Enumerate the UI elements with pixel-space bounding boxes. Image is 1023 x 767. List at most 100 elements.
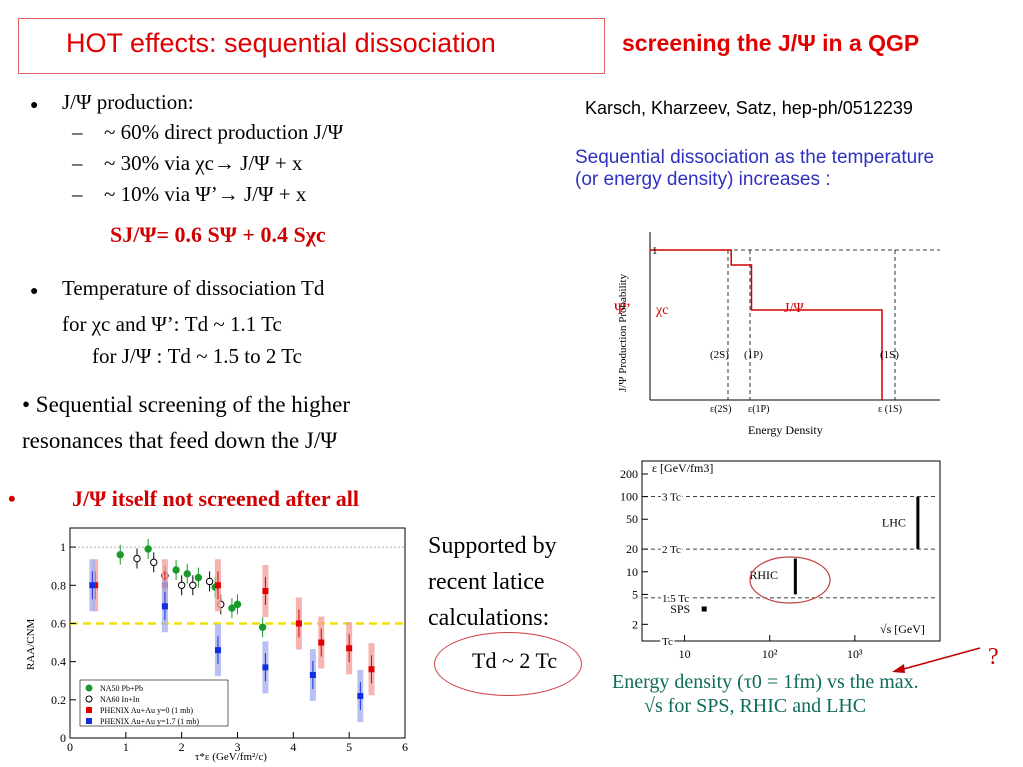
raa-chart: 0 1 2 3 4 5 6 0 0.2 0.4 0.6 0.8 1 NA50 Pb+Pb NA60 In+…: [20, 520, 410, 767]
energy-xtick-label-1: 10²: [762, 647, 778, 661]
raa-xtick-label-1: 1: [123, 740, 129, 754]
sequential-description: Sequential dissociation as the temperatu…: [575, 147, 935, 190]
dissociation-line-2: for χc and Ψ’: Td ~ 1.1 Tc: [62, 312, 282, 336]
production-head: J/Ψ production:: [62, 90, 194, 114]
prob-ylabel: J/Ψ Production Probability: [617, 273, 629, 392]
latice-line-1: Supported by: [428, 533, 557, 559]
td-value: Td ~ 2 Tc: [472, 648, 558, 673]
energy-note-line-2: √s for SPS, RHIC and LHC: [644, 695, 867, 717]
raa-ytick-label-3: 0.6: [51, 616, 66, 630]
rhic-label: RHIC: [749, 568, 778, 582]
raa-ytick-label-2: 0.4: [51, 655, 66, 669]
energy-density-chart: ε [GeV/fm3] 200 100 50 20 10 5 2 3 Tc 2 Tc 1.5 T…: [600, 455, 945, 665]
production-item-3: ~ 10% via Ψ’→ J/Ψ + x: [104, 182, 307, 206]
energy-threshold-label-0: 3 Tc: [662, 492, 681, 504]
latice-line-2: recent latice: [428, 569, 545, 595]
raa-point-s2-2: [214, 582, 221, 589]
survival-formula: SJ/Ψ= 0.6 SΨ + 0.4 Sχc: [110, 222, 326, 247]
td-ellipse: [434, 632, 582, 696]
lhc-label: LHC: [882, 516, 906, 530]
raa-point-s1-3: [177, 581, 186, 589]
raa-point-s1-0: [133, 554, 141, 563]
energy-ytick-label-0: 200: [620, 467, 638, 481]
raa-xlabel: τ*ε (GeV/fm²/c): [195, 751, 267, 763]
raa-legend-label-2: PHENIX Au+Au y=0 (1 mb): [100, 706, 193, 715]
prob-label-1p: (1P): [744, 349, 763, 361]
raa-point-s1-4: [189, 581, 197, 589]
prob-xtick-1s: ε (1S): [878, 404, 902, 415]
raa-point-s3-5: [357, 693, 364, 699]
raa-legend-marker-0: [85, 684, 93, 692]
not-screened-text: J/Ψ itself not screened after all: [72, 486, 359, 511]
latice-line-3: calculations:: [428, 605, 550, 631]
raa-point-s3-2: [214, 647, 221, 654]
production-item-1: ~ 60% direct production J/Ψ: [104, 120, 344, 144]
raa-point-s0-7: [233, 600, 242, 609]
energy-threshold-label-2: 1.5 Tc: [662, 593, 689, 605]
energy-ytick-label-4: 10: [626, 565, 638, 579]
prob-tick-one: 1: [652, 245, 658, 257]
raa-point-s3-0: [89, 582, 96, 589]
prob-label-psi-prime: Ψ’: [614, 301, 631, 318]
energy-ytick-label-1: 100: [620, 490, 638, 504]
raa-legend-label-0: NA50 Pb+Pb: [100, 684, 143, 693]
raa-xtick-label-2: 2: [179, 740, 185, 754]
red-bullet: •: [8, 486, 16, 511]
raa-xtick-label-3: 3: [235, 740, 241, 754]
raa-point-s0-1: [144, 545, 152, 553]
raa-point-s1-5: [205, 577, 214, 586]
raa-point-s2-3: [262, 588, 269, 594]
raa-point-s2-4: [295, 620, 302, 627]
rhic-highlight: [749, 556, 831, 604]
raa-legend-label-3: PHENIX Au+Au y=1.7 (1 mb): [100, 717, 199, 726]
prob-label-1s: (1S): [880, 349, 899, 361]
energy-ylabel: ε [GeV/fm3]: [652, 461, 713, 475]
raa-legend-marker-3: [86, 718, 92, 724]
raa-ylabel: RAA/CNM: [25, 618, 37, 670]
production-dash-3: –: [72, 182, 83, 206]
sps-point: [701, 606, 707, 612]
raa-legend-marker-1: [85, 695, 93, 703]
energy-xtick-label-2: 10³: [847, 647, 863, 661]
raa-point-s2-5: [318, 639, 325, 646]
production-dash-2: –: [72, 151, 83, 175]
raa-point-s0-0: [116, 551, 124, 559]
prob-label-2s: (2S): [710, 349, 729, 361]
prob-label-jpsi: J/Ψ: [784, 301, 804, 316]
arrow-line: [899, 647, 981, 671]
prob-label-chi-c: χc: [655, 303, 668, 318]
energy-ytick-label-5: 5: [632, 587, 638, 601]
energy-xlabel: √s [GeV]: [880, 622, 925, 636]
screening-line-1: • Sequential screening of the higher: [22, 392, 351, 417]
title-box: [18, 18, 605, 74]
raa-legend-marker-2: [86, 707, 92, 713]
energy-ytick-label-2: 50: [626, 512, 638, 526]
energy-threshold-label-3: Tc: [662, 636, 673, 648]
arrow-head: [892, 664, 905, 673]
energy-xtick-label-0: 10: [679, 647, 691, 661]
screening-line-2: resonances that feed down the J/Ψ: [22, 428, 338, 453]
question-mark: ?: [988, 644, 999, 670]
raa-legend-label-1: NA60 In+In: [100, 695, 139, 704]
production-item-2: ~ 30% via χc→ J/Ψ + x: [104, 151, 303, 175]
dissociation-line-1: Temperature of dissociation Td: [62, 276, 325, 300]
raa-point-s3-4: [309, 672, 316, 678]
energy-ytick-label-6: 2: [632, 617, 638, 631]
prob-xtick-2s: ε(2S): [710, 404, 731, 415]
latice-note: Supported by recent latice calculations:: [428, 528, 557, 636]
reference: Karsch, Kharzeev, Satz, hep-ph/0512239: [585, 98, 913, 118]
raa-legend: [79, 679, 229, 727]
dissociation-bullet: ●: [30, 284, 39, 299]
raa-ytick-label-1: 0.2: [51, 693, 66, 707]
raa-point-s3-3: [262, 664, 269, 671]
raa-point-s0-2: [172, 566, 180, 574]
raa-point-s1-1: [150, 558, 158, 567]
energy-note-line-1: Energy density (τ0 = 1fm) vs the max.: [612, 671, 919, 693]
slide-subtitle: screening the J/Ψ in a QGP: [622, 30, 920, 56]
raa-ytick-label-0: 0: [60, 731, 66, 745]
sps-label: SPS: [670, 602, 690, 616]
dissociation-line-3: for J/Ψ : Td ~ 1.5 to 2 Tc: [92, 344, 302, 368]
energy-note: Energy density (τ0 = 1fm) vs the max. √s…: [612, 670, 1022, 718]
probability-chart: 1 Ψ’ χc J/Ψ (2S) (1P) (1S) ε(2S) ε(1P) ε…: [612, 222, 942, 442]
raa-point-s0-6: [228, 604, 236, 612]
